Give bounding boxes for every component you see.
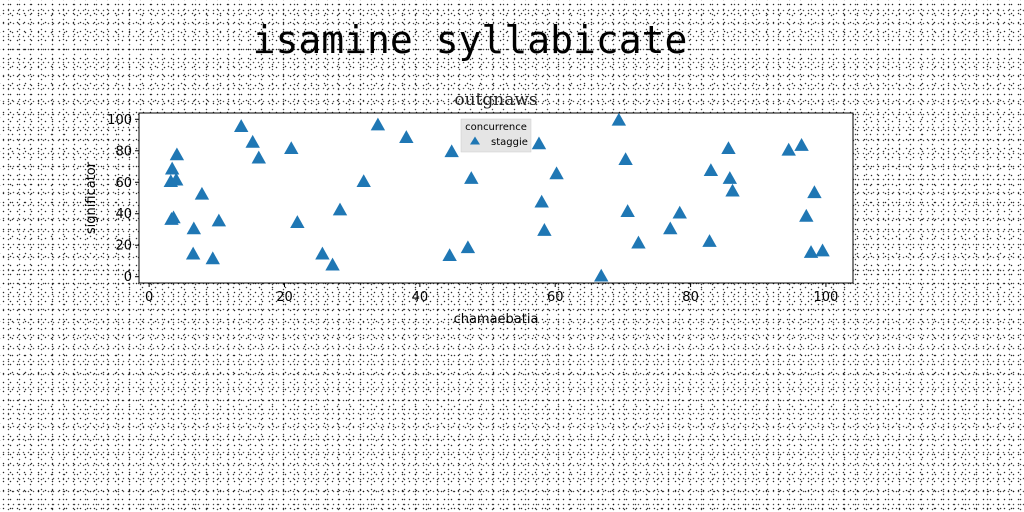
x-tick-label: 0	[145, 290, 153, 305]
y-tick-label: 80	[115, 144, 132, 159]
y-axis-label: significator	[84, 161, 99, 234]
x-tick-label: 60	[547, 290, 564, 305]
chart-title: outgnaws	[454, 90, 537, 110]
y-tick-label: 20	[115, 239, 132, 254]
y-tick-label: 60	[115, 176, 132, 191]
x-tick-label: 80	[682, 290, 699, 305]
x-tick-label: 40	[412, 290, 429, 305]
x-tick-label: 100	[814, 290, 839, 305]
x-axis: 0 20 40 60 80 100	[145, 283, 838, 305]
y-tick-label: 100	[107, 113, 132, 128]
y-tick-label: 40	[115, 207, 132, 222]
y-axis: 0 20 40 60 80 100	[107, 113, 139, 285]
x-tick-label: 20	[276, 290, 293, 305]
legend[interactable]: concurrence staggie	[461, 119, 531, 152]
legend-label-staggie: staggie	[491, 137, 528, 148]
legend-title: concurrence	[465, 122, 527, 133]
y-tick-label: 0	[124, 270, 132, 285]
x-axis-label: chamaebatia	[454, 312, 539, 327]
